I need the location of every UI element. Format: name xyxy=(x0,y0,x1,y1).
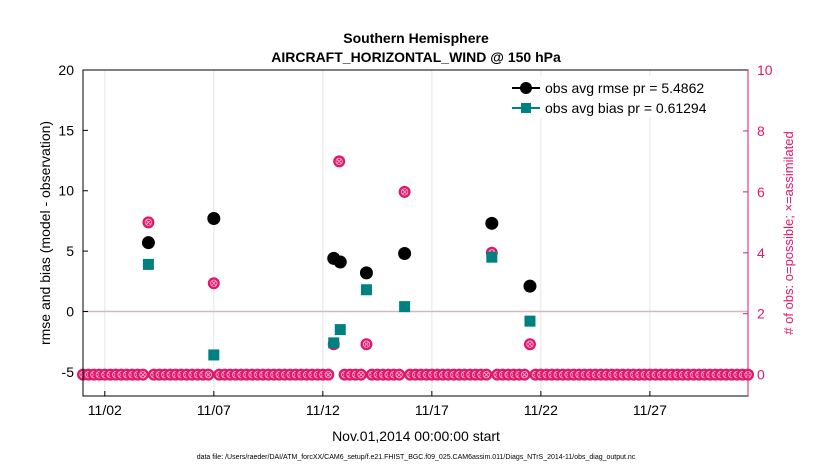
assimilated-cross xyxy=(336,158,342,165)
y-right-tick-label: 0 xyxy=(757,367,765,383)
possible-obs-point xyxy=(322,368,335,381)
legend-box xyxy=(506,76,740,118)
possible-obs-point xyxy=(480,368,493,381)
possible-obs-point xyxy=(333,155,346,168)
possible-obs-point xyxy=(393,368,406,381)
assimilated-cross xyxy=(401,189,408,195)
y-right-tick-label: 2 xyxy=(757,306,765,322)
bias-point xyxy=(334,324,346,336)
assimilated-cross xyxy=(140,371,146,378)
y-tick-label: -5 xyxy=(62,364,75,380)
series-rmse xyxy=(141,212,537,293)
possible-obs-point xyxy=(523,338,536,351)
rmse-point xyxy=(141,236,155,250)
x-tick-label: 11/02 xyxy=(88,402,122,418)
y-tick-label: 15 xyxy=(58,122,74,138)
possible-obs-ring xyxy=(139,371,147,379)
y-axis-label-right: # of obs: o=possible; ×=assimilated xyxy=(781,131,796,334)
rmse-point xyxy=(207,212,221,226)
x-axis-label: Nov.01,2014 00:00:00 start xyxy=(332,428,500,444)
possible-obs-ring xyxy=(520,371,529,379)
y-right-tick-label: 6 xyxy=(757,184,765,200)
possible-obs-ring xyxy=(357,371,365,379)
possible-obs-ring xyxy=(400,188,409,196)
legend-rmse-label: obs avg rmse pr = 5.4862 xyxy=(545,80,704,96)
assimilated-cross xyxy=(211,280,217,286)
bias-point xyxy=(524,315,536,327)
y-right-tick-label: 10 xyxy=(757,62,773,78)
bias-point xyxy=(399,301,411,313)
rmse-point xyxy=(333,255,347,269)
bias-point xyxy=(328,337,340,349)
x-tick-label: 11/27 xyxy=(633,402,667,418)
y-ticks-right: 0 2 4 6 8 10 xyxy=(743,62,773,383)
possible-obs-ring xyxy=(204,371,213,379)
x-tick-label: 11/22 xyxy=(524,402,558,418)
assimilated-cross xyxy=(483,371,490,378)
possible-obs-point xyxy=(360,338,373,351)
legend-bias-marker xyxy=(521,103,531,113)
bias-point xyxy=(142,258,154,270)
x-ticks: 11/02 11/07 11/12 11/17 11/22 11/27 xyxy=(88,391,667,418)
bias-point xyxy=(208,349,220,361)
possible-obs-ring xyxy=(144,218,153,226)
y-tick-label: 10 xyxy=(58,183,74,199)
legend-bias-label: obs avg bias pr = 0.61294 xyxy=(545,100,707,116)
bias-point xyxy=(486,251,498,263)
possible-obs-ring xyxy=(526,340,534,348)
bias-point xyxy=(360,284,372,296)
possible-obs-ring xyxy=(210,279,218,287)
y-ticks-left: -5 0 5 10 15 20 xyxy=(58,62,88,380)
footnote: data file: /Users/raeder/DAI/ATM_forcXX/… xyxy=(197,454,636,461)
assimilated-cross xyxy=(396,371,402,378)
assimilated-cross xyxy=(521,371,528,378)
chart-subtitle: AIRCRAFT_HORIZONTAL_WIND @ 150 hPa xyxy=(271,49,561,65)
y-tick-label: 20 xyxy=(58,62,74,78)
possible-obs-ring xyxy=(324,371,332,379)
series-bias xyxy=(142,251,536,361)
x-tick-label: 11/12 xyxy=(306,402,340,418)
y-right-tick-label: 4 xyxy=(757,245,765,261)
legend-rmse-marker xyxy=(520,82,532,94)
series-possible xyxy=(77,155,754,381)
possible-obs-point xyxy=(142,216,155,229)
y-tick-label: 5 xyxy=(66,243,74,259)
possible-obs-ring xyxy=(362,340,371,348)
assimilated-cross xyxy=(527,341,533,347)
possible-obs-point xyxy=(354,368,367,381)
chart-title: Southern Hemisphere xyxy=(343,30,489,46)
possible-obs-point xyxy=(518,368,531,381)
grid-lines xyxy=(104,70,651,396)
assimilated-cross xyxy=(358,371,364,378)
assimilated-cross xyxy=(145,219,152,226)
rmse-point xyxy=(523,279,537,293)
assimilated-cross xyxy=(325,371,332,378)
y-tick-label: 0 xyxy=(66,303,74,319)
rmse-point xyxy=(485,216,499,230)
possible-obs-ring xyxy=(482,371,491,379)
rmse-point xyxy=(359,266,373,280)
possible-obs-ring xyxy=(335,157,343,166)
x-tick-label: 11/07 xyxy=(197,402,231,418)
y-axis-label: rmse and bias (model - observation) xyxy=(37,121,53,345)
assimilated-cross xyxy=(363,341,370,347)
legend: obs avg rmse pr = 5.4862 obs avg bias pr… xyxy=(506,76,740,118)
rmse-point xyxy=(398,247,412,261)
assimilated-cross xyxy=(205,371,212,378)
x-tick-label: 11/17 xyxy=(415,402,449,418)
plot-frame xyxy=(82,69,749,397)
possible-obs-point xyxy=(398,185,411,198)
possible-obs-point xyxy=(207,277,220,290)
possible-obs-point xyxy=(202,368,215,381)
possible-obs-point xyxy=(136,368,149,381)
y-right-tick-label: 8 xyxy=(757,123,765,139)
possible-obs-ring xyxy=(395,371,403,379)
